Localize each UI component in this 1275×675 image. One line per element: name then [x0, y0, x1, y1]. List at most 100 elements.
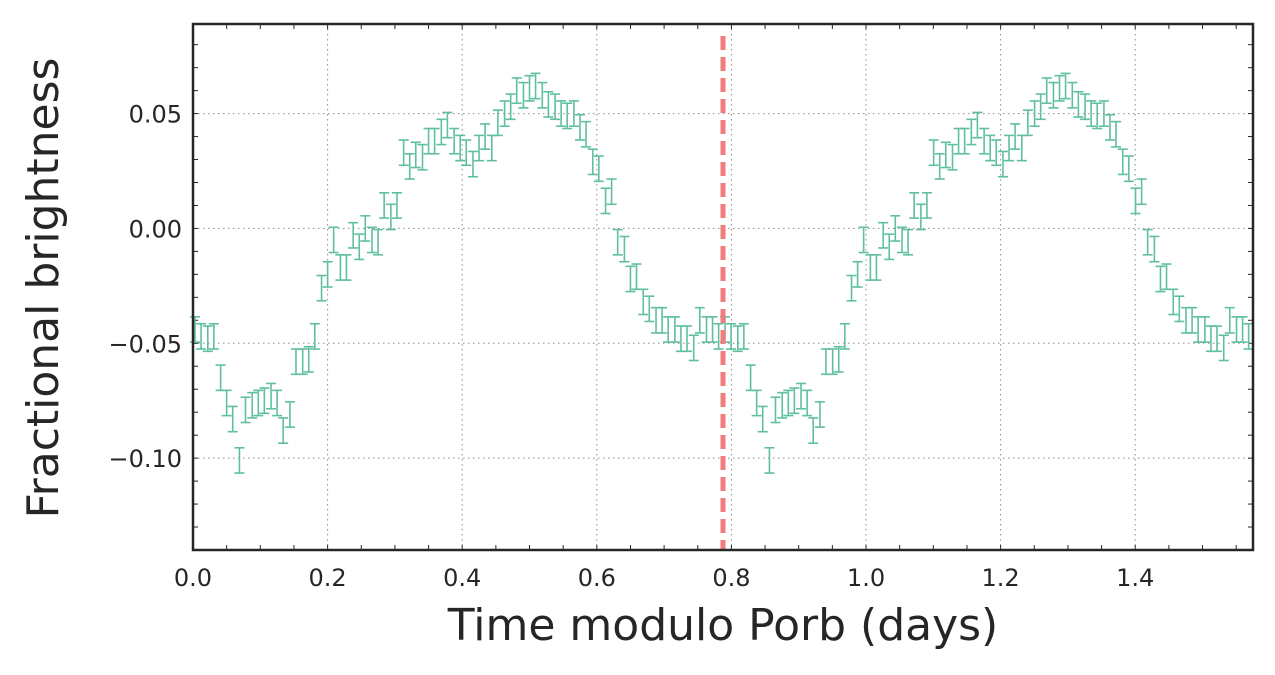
errorbar-point-0-13 — [272, 389, 283, 417]
errorbar-point-1-62 — [1111, 120, 1122, 148]
x-tick-label-7: 1.4 — [1116, 564, 1154, 592]
errorbar-point-0-20 — [316, 274, 327, 302]
errorbar-point-0-49 — [499, 100, 510, 128]
errorbar-point-1-32 — [921, 192, 932, 219]
errorbar-point-1-18 — [833, 345, 844, 373]
errorbar-point-0-56 — [543, 90, 554, 118]
errorbar-point-0-12 — [266, 382, 277, 410]
errorbar-point-0-45 — [474, 134, 485, 162]
errorbar-point-1-20 — [846, 274, 857, 302]
errorbar-point-1-42 — [985, 134, 996, 162]
errorbar-point-0-31 — [385, 203, 396, 231]
y-tick-label-1: 0.00 — [129, 215, 182, 243]
errorbar-point-1-64 — [1123, 155, 1134, 183]
errorbar-point-1-55 — [1067, 81, 1078, 109]
errorbar-point-1-8 — [770, 396, 781, 424]
errorbar-point-0-80 — [694, 306, 705, 334]
errorbar-point-1-71 — [1168, 288, 1179, 316]
errorbar-point-0-51 — [511, 77, 522, 105]
errorbar-point-0-66 — [606, 178, 617, 206]
errorbar-point-1-22 — [858, 226, 869, 254]
data-points — [190, 72, 1254, 474]
errorbar-point-0-48 — [492, 109, 503, 137]
errorbar-point-1-29 — [903, 228, 914, 256]
errorbar-point-0-59 — [562, 102, 573, 130]
errorbar-point-0-18 — [303, 345, 314, 373]
errorbar-point-1-27 — [890, 214, 901, 242]
errorbar-point-0-64 — [593, 155, 604, 183]
errorbar-point-1-3 — [738, 322, 749, 350]
errorbar-point-1-66 — [1136, 178, 1147, 206]
errorbar-point-0-5 — [221, 389, 232, 417]
errorbar-point-1-21 — [852, 260, 863, 288]
errorbar-point-0-42 — [455, 134, 466, 162]
errorbar-point-0-10 — [253, 389, 264, 417]
errorbar-point-0-0 — [190, 316, 201, 343]
errorbar-point-0-3 — [208, 322, 219, 350]
errorbar-point-0-11 — [259, 387, 270, 415]
errorbar-point-1-72 — [1174, 295, 1185, 323]
errorbar-point-1-19 — [839, 322, 850, 350]
errorbar-point-0-60 — [568, 100, 579, 128]
errorbar-point-0-38 — [429, 127, 440, 155]
errorbar-point-1-45 — [1004, 134, 1015, 162]
errorbar-point-0-9 — [247, 391, 258, 419]
errorbar-point-1-24 — [871, 254, 882, 281]
x-axis-label: Time modulo Porb (days) — [447, 600, 998, 651]
errorbar-point-1-36 — [947, 143, 958, 171]
errorbar-point-1-56 — [1073, 90, 1084, 118]
errorbar-point-1-74 — [1187, 306, 1198, 334]
errorbar-point-1-79 — [1218, 334, 1229, 362]
errorbar-point-1-51 — [1041, 77, 1052, 105]
errorbar-point-1-40 — [972, 111, 983, 139]
x-tick-label-1: 0.2 — [309, 564, 347, 592]
errorbar-point-1-44 — [997, 150, 1008, 178]
errorbar-point-0-25 — [348, 221, 359, 249]
errorbar-point-1-59 — [1092, 102, 1103, 130]
errorbar-point-0-57 — [550, 93, 561, 121]
errorbar-point-0-32 — [391, 192, 402, 219]
errorbar-point-1-54 — [1060, 72, 1071, 100]
errorbar-point-1-61 — [1104, 113, 1115, 141]
y-tick-label-3: −0.10 — [108, 445, 182, 473]
errorbar-point-0-35 — [410, 141, 421, 169]
errorbar-point-1-67 — [1142, 228, 1153, 256]
x-tick-label-0: 0.0 — [174, 564, 212, 592]
errorbar-point-1-43 — [991, 139, 1002, 167]
errorbar-point-0-63 — [587, 148, 598, 176]
errorbar-point-1-68 — [1149, 235, 1160, 263]
errorbar-point-0-65 — [600, 187, 611, 215]
errorbar-point-1-6 — [757, 405, 768, 433]
errorbar-point-1-30 — [909, 192, 920, 219]
errorbar-point-0-36 — [417, 143, 428, 171]
errorbar-point-0-39 — [436, 118, 447, 146]
errorbar-point-0-24 — [341, 254, 352, 281]
errorbar-point-1-15 — [814, 401, 825, 428]
errorbar-point-1-65 — [1130, 187, 1141, 215]
errorbar-point-0-40 — [442, 111, 453, 139]
errorbar-point-1-76 — [1199, 316, 1210, 343]
errorbar-point-0-21 — [322, 260, 333, 288]
errorbar-point-1-33 — [928, 139, 939, 167]
errorbar-point-0-30 — [379, 192, 390, 219]
errorbar-point-1-58 — [1086, 100, 1097, 128]
errorbar-point-1-2 — [732, 325, 743, 353]
errorbar-point-1-14 — [808, 417, 819, 444]
errorbar-point-0-71 — [638, 288, 649, 316]
x-tick-label-3: 0.6 — [578, 564, 616, 592]
errorbar-point-0-19 — [309, 322, 320, 350]
errorbar-point-0-2 — [202, 325, 213, 353]
errorbar-point-1-60 — [1098, 100, 1109, 128]
x-tick-label-6: 1.2 — [982, 564, 1020, 592]
errorbar-point-1-38 — [959, 127, 970, 155]
x-tick-label-4: 0.8 — [712, 564, 750, 592]
y-axis-label: Fractional brightness — [18, 58, 69, 519]
errorbar-point-0-58 — [556, 100, 567, 128]
errorbar-point-1-26 — [884, 233, 895, 261]
errorbar-point-1-17 — [827, 348, 838, 376]
errorbar-point-0-62 — [581, 120, 592, 148]
errorbar-point-1-50 — [1035, 93, 1046, 121]
errorbar-point-1-34 — [934, 152, 945, 180]
errorbar-point-0-41 — [449, 127, 460, 155]
